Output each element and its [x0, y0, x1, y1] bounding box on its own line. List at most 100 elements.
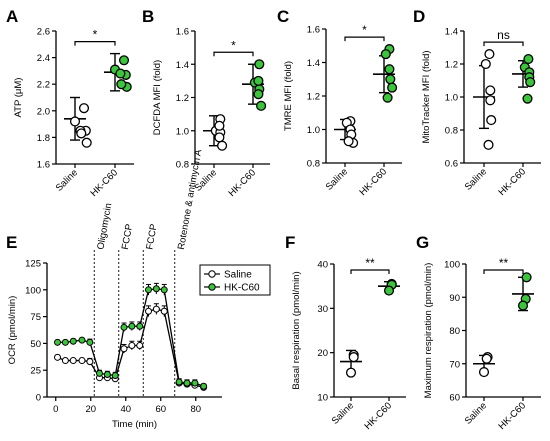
series-line	[57, 288, 204, 387]
y-tick-label: 40	[317, 260, 328, 271]
y-tick-label: 25	[30, 366, 41, 377]
y-tick-label: 1.6	[37, 160, 50, 171]
x-category-label: HK-C60	[496, 166, 528, 198]
panel-letter: B	[142, 7, 154, 26]
panel-d: D 0.6 0.8 1.0 1.2 1.4 MitoTracker MFI (fold) Sa…	[413, 7, 541, 198]
y-axis-title: OCR (pmol/min)	[7, 296, 18, 365]
y-tick-label: 1.0	[307, 125, 320, 136]
data-point	[525, 77, 536, 88]
data-point	[128, 342, 136, 350]
data-point	[485, 95, 496, 106]
data-point	[486, 115, 497, 126]
y-tick-label: 0.8	[307, 159, 320, 170]
y-tick-label: 0.6	[445, 159, 458, 170]
x-category-label: HK-C60	[226, 167, 258, 199]
y-tick-label: 90	[449, 293, 460, 304]
y-tick-label: 10	[317, 393, 328, 404]
data-point	[61, 357, 69, 365]
significance-bracket	[213, 51, 254, 57]
y-tick-label: 100	[444, 260, 460, 271]
y-tick-label: 20	[317, 348, 328, 359]
y-tick-label: 1.8	[37, 133, 50, 144]
y-tick-label: 0.8	[176, 160, 189, 171]
panel-f: F 10 20 30 40 Basal respiration (pmol/min) Sal…	[285, 233, 406, 432]
legend-label: Saline	[224, 270, 252, 281]
y-tick-label: 1.4	[445, 27, 458, 38]
data-point	[521, 272, 532, 283]
x-tick-label: 40	[120, 404, 131, 415]
data-point	[136, 322, 144, 330]
y-tick-label: 80	[449, 326, 460, 337]
y-tick-label: 60	[449, 393, 460, 404]
y-tick-label: 2.4	[37, 53, 50, 64]
x-category-label: HK-C60	[362, 400, 394, 432]
data-point	[200, 382, 208, 390]
data-point	[78, 103, 90, 114]
x-category-label: HK-C60	[357, 166, 389, 198]
y-tick-label: 50	[30, 339, 41, 350]
data-point	[480, 58, 491, 70]
x-category-label: Saline	[463, 166, 489, 192]
y-tick-label: 1.4	[176, 60, 189, 71]
panel-letter: A	[6, 7, 18, 26]
legend-marker	[208, 283, 216, 291]
data-point	[214, 132, 225, 143]
data-point	[523, 53, 534, 65]
data-point	[387, 82, 398, 93]
data-point	[256, 100, 267, 111]
y-tick-label: 0	[36, 393, 41, 404]
x-tick-label: 60	[155, 404, 166, 415]
data-point	[103, 370, 111, 378]
data-point	[69, 337, 77, 345]
data-point	[217, 140, 228, 151]
significance-label: *	[93, 28, 98, 42]
x-category-label: HK-C60	[496, 400, 528, 432]
significance-bracket	[483, 269, 524, 274]
y-tick-label: 2.0	[37, 106, 50, 117]
data-point	[485, 85, 496, 96]
y-tick-label: 75	[30, 312, 41, 323]
y-tick-label: 125	[25, 259, 41, 270]
data-point	[384, 64, 395, 75]
data-point	[152, 305, 160, 313]
x-category-label: Saline	[54, 167, 80, 193]
injection-label: Oligomycin	[95, 202, 114, 250]
data-point	[191, 379, 199, 387]
y-axis-title: MitoTracker MFI (fold)	[421, 50, 432, 143]
significance-bracket	[483, 41, 524, 47]
significance-bracket	[350, 269, 390, 274]
y-tick-label: 70	[449, 359, 460, 370]
y-tick-label: 2.6	[37, 27, 50, 38]
significance-bracket	[344, 36, 385, 42]
data-point	[120, 323, 128, 331]
data-point	[345, 367, 357, 378]
panel-a: A 1.6 1.8 2.0 2.2 2.4 2.6 ATP (μM) Saline HK-C60 *	[6, 7, 134, 199]
data-point	[254, 59, 265, 70]
data-point	[54, 353, 61, 361]
y-tick-label: 1.2	[445, 60, 458, 71]
significance-label: **	[499, 256, 509, 270]
panel-letter: G	[416, 233, 429, 252]
y-tick-label: 0.8	[445, 126, 458, 137]
data-point	[81, 137, 92, 148]
significance-label: ns	[497, 28, 510, 42]
y-axis-title: ATP (μM)	[13, 78, 24, 118]
x-category-label: Saline	[463, 400, 489, 426]
x-tick-label: 80	[190, 404, 201, 415]
data-point	[54, 338, 61, 346]
data-point	[96, 369, 103, 377]
y-tick-label: 1.4	[307, 58, 320, 69]
data-point	[116, 79, 127, 90]
data-point	[136, 342, 144, 350]
data-point	[214, 120, 225, 131]
data-point	[145, 286, 152, 294]
x-category-label: Saline	[330, 400, 356, 426]
data-point	[160, 286, 168, 294]
data-point	[517, 300, 529, 311]
y-tick-label: 1.0	[176, 126, 189, 137]
data-point	[118, 55, 130, 66]
y-axis-title: DCFDA MFI (fold)	[152, 60, 163, 135]
y-tick-label: 100	[25, 285, 41, 296]
panel-c: C 0.8 1.0 1.2 1.4 1.6 TMRE MFI (fold) Saline HK-…	[277, 7, 402, 198]
